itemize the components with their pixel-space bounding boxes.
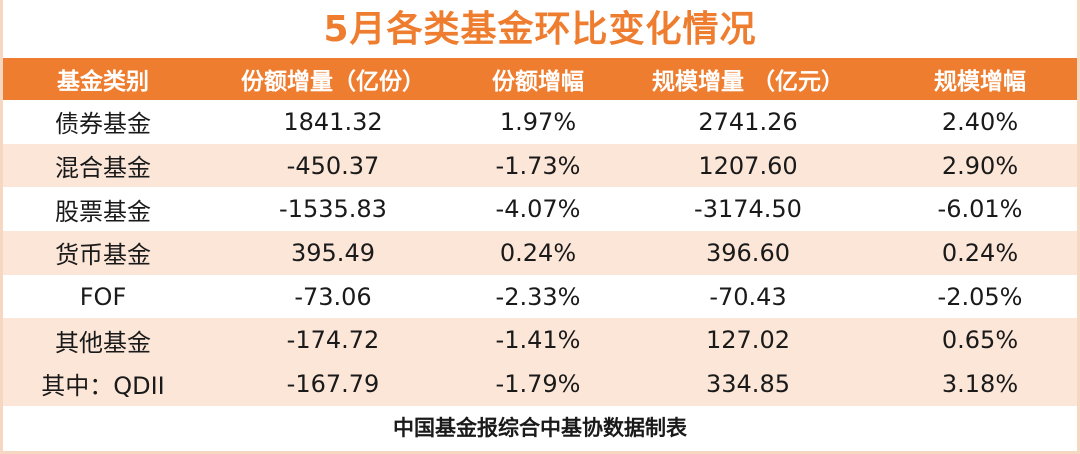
cell-category: 货币基金 [55,241,151,270]
cell-share-change: -450.37 [286,151,380,180]
table-row: 混合基金 -450.37 -1.73% 1207.60 2.90% [3,143,1077,188]
header-share-growth: 份额增幅 [492,69,584,95]
cell-scale-change: 334.85 [706,369,790,398]
table-header-row: 基金类别 份额增量（亿份） 份额增幅 规模增量 （亿元） 规模增幅 [3,58,1077,100]
cell-share-change: -1535.83 [279,195,387,224]
cell-scale-change: 396.60 [706,238,790,267]
header-category: 基金类别 [57,69,149,95]
cell-category: FOF [79,282,127,311]
source-note: 中国基金报综合中基协数据制表 [393,415,687,440]
cell-share-growth: 1.97% [499,107,577,136]
cell-category: 其中：QDII [41,372,165,401]
cell-share-growth: 0.24% [499,238,577,267]
table-row: 其中：QDII -167.79 -1.79% 334.85 3.18% [3,362,1077,406]
cell-scale-change: 2741.26 [698,107,798,136]
table-row: 股票基金 -1535.83 -4.07% -3174.50 -6.01% [3,187,1077,231]
cell-share-change: 1841.32 [283,107,383,136]
cell-scale-growth: -2.05% [937,282,1023,311]
cell-category: 其他基金 [55,328,151,357]
cell-category: 混合基金 [55,154,151,183]
cell-share-growth: -4.07% [495,195,581,224]
cell-scale-growth: 2.90% [941,151,1019,180]
cell-share-growth: -1.73% [495,151,581,180]
header-scale-change: 规模增量 （亿元） [651,69,844,95]
cell-share-change: -73.06 [294,282,372,311]
header-scale-growth: 规模增幅 [934,69,1026,95]
cell-share-change: 395.49 [291,238,375,267]
cell-category: 股票基金 [55,197,151,226]
table-title: 5月各类基金环比变化情况 [323,9,757,50]
table-body: 债券基金 1841.32 1.97% 2741.26 2.40% 混合基金 -450.37 -… [3,100,1077,406]
cell-category: 债券基金 [55,110,151,139]
cell-scale-growth: 2.40% [941,107,1019,136]
cell-share-growth: -1.41% [495,326,581,355]
table-row: 其他基金 -174.72 -1.41% 127.02 0.65% [3,318,1077,363]
cell-share-change: -167.79 [286,369,380,398]
cell-scale-growth: 3.18% [941,369,1019,398]
table-row: FOF -73.06 -2.33% -70.43 -2.05% [3,275,1077,319]
cell-share-change: -174.72 [286,326,380,355]
table-row: 货币基金 395.49 0.24% 396.60 0.24% [3,231,1077,275]
cell-share-growth: -2.33% [495,282,581,311]
cell-scale-growth: -6.01% [937,195,1023,224]
cell-scale-change: -70.43 [709,282,787,311]
table-row: 债券基金 1841.32 1.97% 2741.26 2.40% [3,100,1077,144]
cell-scale-change: 127.02 [706,326,790,355]
cell-scale-growth: 0.24% [941,238,1019,267]
cell-scale-growth: 0.65% [941,326,1019,355]
cell-scale-change: 1207.60 [698,151,798,180]
header-share-change: 份额增量（亿份） [241,69,425,95]
cell-scale-change: -3174.50 [694,195,802,224]
cell-share-growth: -1.79% [495,369,581,398]
